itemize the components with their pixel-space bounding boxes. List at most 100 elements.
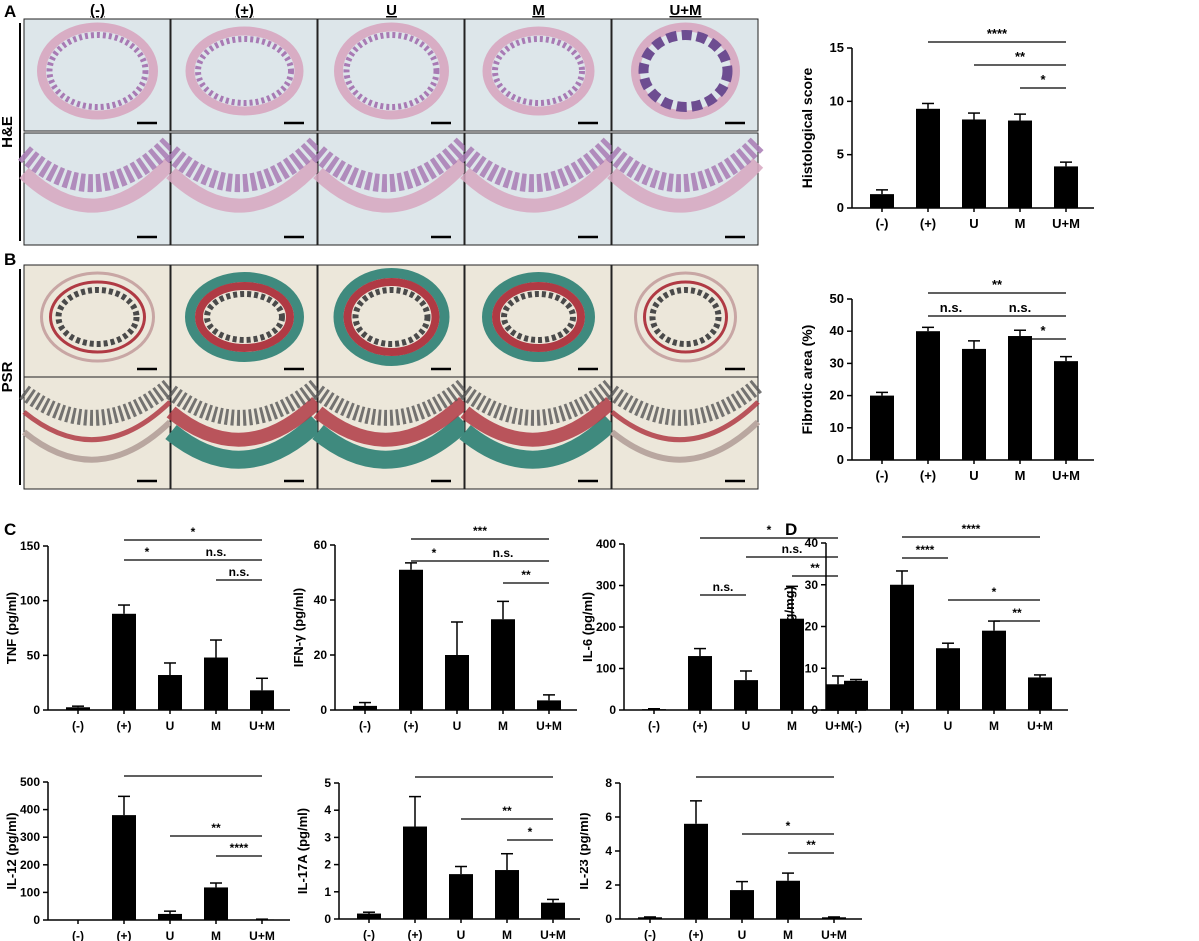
x-tick-label: M <box>989 719 999 733</box>
bar <box>204 657 228 710</box>
y-axis-label: MPO (ng/mg) <box>782 586 797 667</box>
significance-label: **** <box>230 841 249 855</box>
x-tick-label: U <box>742 719 751 733</box>
significance-label: * <box>992 585 997 599</box>
bar <box>357 913 381 919</box>
bar <box>734 680 758 710</box>
micrograph-cross-section <box>170 18 318 132</box>
y-tick-label: 100 <box>596 662 616 676</box>
y-tick-label: 300 <box>596 579 616 593</box>
bar <box>688 656 712 710</box>
significance-label: ** <box>211 821 221 835</box>
bar <box>780 618 804 710</box>
y-tick-label: 300 <box>20 830 40 844</box>
y-tick-label: 200 <box>596 620 616 634</box>
micrograph-detail <box>607 376 764 490</box>
y-tick-label: 0 <box>811 703 818 717</box>
micrograph-cross-section <box>611 18 759 132</box>
micrograph-cross-section <box>317 18 465 132</box>
significance-label: **** <box>916 543 935 557</box>
bar <box>491 619 515 710</box>
significance-label: * <box>767 523 772 537</box>
y-tick-label: 40 <box>805 536 819 550</box>
bar <box>537 700 561 710</box>
x-tick-label: M <box>1015 468 1026 483</box>
y-tick-label: 15 <box>830 40 844 55</box>
stain-label: H&E <box>0 116 16 148</box>
y-tick-label: 4 <box>324 803 331 817</box>
x-tick-label: (-) <box>850 719 862 733</box>
bar <box>204 887 228 920</box>
significance-label: ** <box>502 804 512 818</box>
significance-label: n.s. <box>940 300 962 315</box>
x-tick-label: M <box>783 928 793 941</box>
y-tick-label: 0 <box>320 703 327 717</box>
x-tick-label: (-) <box>72 719 84 733</box>
micrograph-cross-section <box>611 264 759 378</box>
micrograph-detail <box>165 376 324 490</box>
stain-label: PSR <box>0 361 16 392</box>
group-label: U <box>386 2 397 19</box>
y-tick-label: 100 <box>20 594 40 608</box>
significance-label: * <box>432 546 437 560</box>
y-axis-label: TNF (pg/ml) <box>4 592 19 664</box>
y-tick-label: 5 <box>324 776 331 790</box>
bar <box>844 680 868 710</box>
x-tick-label: U+M <box>825 719 851 733</box>
group-label: M <box>532 2 545 19</box>
significance-label: **** <box>184 770 203 775</box>
y-tick-label: 60 <box>314 538 328 552</box>
y-axis-label: Fibrotic area (%) <box>799 325 815 435</box>
micrograph-cross-section <box>23 264 171 378</box>
bar <box>449 874 473 919</box>
panel-letter-c: C <box>4 520 17 539</box>
significance-label: ** <box>1012 606 1022 620</box>
micrograph-cross-section <box>317 264 465 378</box>
bar <box>1054 166 1078 208</box>
bar <box>353 705 377 710</box>
il-12-chart: 0 100 200 300 400 500 IL-12 (pg/ml) (-) (+) U M U+M… <box>4 770 290 941</box>
bar <box>916 331 940 460</box>
x-tick-label: (-) <box>359 719 371 733</box>
x-tick-label: M <box>787 719 797 733</box>
bar <box>890 584 914 710</box>
histology-micrograph-grid: (-) (+) U M U+M H&E PSR <box>0 2 765 490</box>
significance-label: * <box>145 545 150 559</box>
significance-label: ** <box>806 838 816 852</box>
y-tick-label: 400 <box>20 803 40 817</box>
significance-label: * <box>528 825 533 839</box>
x-tick-label: (+) <box>693 719 708 733</box>
significance-label: n.s. <box>493 546 514 560</box>
x-tick-label: M <box>498 719 508 733</box>
bar <box>642 709 666 710</box>
significance-label: n.s. <box>713 580 734 594</box>
y-tick-label: 8 <box>605 776 612 790</box>
bar <box>1054 361 1078 460</box>
x-tick-label: U+M <box>1052 468 1080 483</box>
x-tick-label: U <box>969 216 978 231</box>
significance-label: ** <box>810 561 820 575</box>
y-tick-label: 40 <box>314 593 328 607</box>
y-tick-label: 10 <box>805 661 819 675</box>
bar <box>916 108 940 208</box>
significance-label: ** <box>992 277 1003 292</box>
significance-label: **** <box>756 770 775 776</box>
y-tick-label: 50 <box>27 648 41 662</box>
x-tick-label: (+) <box>920 216 936 231</box>
bar <box>112 815 136 920</box>
y-tick-label: 30 <box>830 355 844 370</box>
bar <box>1028 677 1052 710</box>
x-tick-label: (-) <box>363 928 375 941</box>
micrograph-cross-section <box>464 18 612 132</box>
x-tick-label: U+M <box>1027 719 1053 733</box>
x-tick-label: (+) <box>920 468 936 483</box>
y-tick-label: 20 <box>830 388 844 403</box>
y-tick-label: 40 <box>830 323 844 338</box>
x-tick-label: (+) <box>408 928 423 941</box>
bar <box>962 119 986 208</box>
micrograph-detail <box>165 132 324 246</box>
bar <box>1008 120 1032 208</box>
x-tick-label: (-) <box>644 928 656 941</box>
